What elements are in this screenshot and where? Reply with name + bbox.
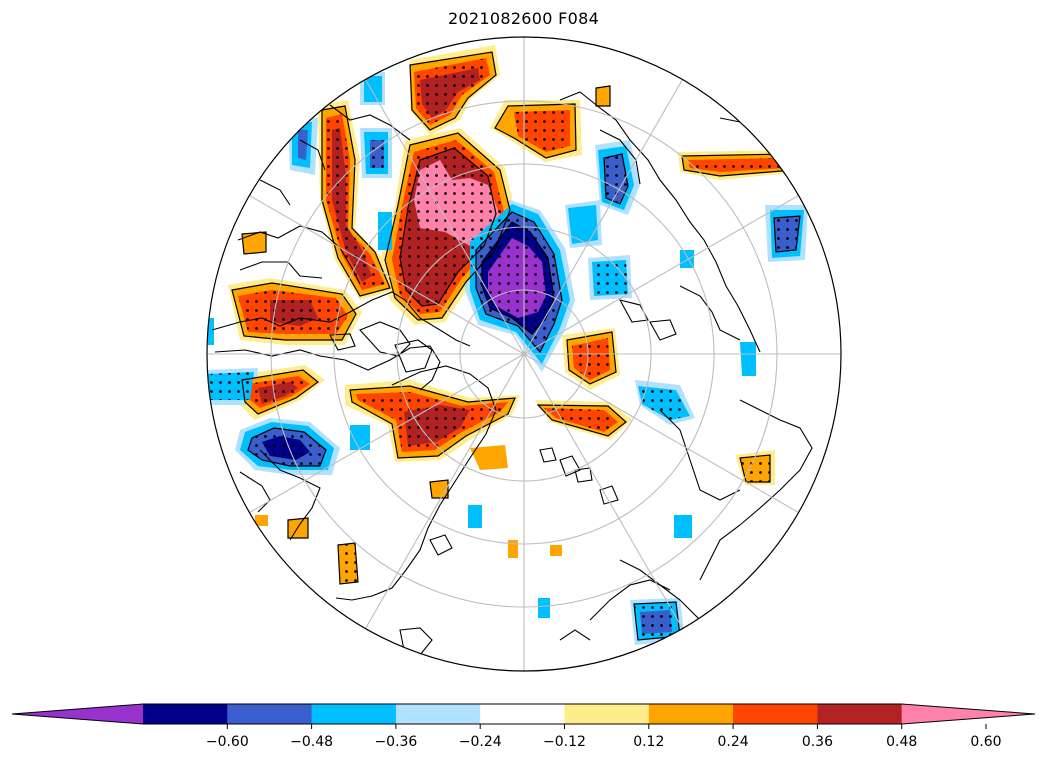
colorbar-bin	[12, 704, 143, 724]
lat-lon-gridlines	[207, 37, 841, 671]
colorbar-tick-label: −0.36	[374, 734, 417, 750]
colorbar-tick-label: 0.24	[718, 734, 749, 750]
colorbar-tick-label: −0.60	[206, 734, 249, 750]
polar-map	[206, 36, 842, 672]
colorbar-bin	[564, 704, 650, 724]
colorbar-bin	[901, 704, 1035, 724]
colorbar-bin	[480, 704, 566, 724]
significance-stippling	[208, 58, 800, 640]
colorbar-tick-label: 0.48	[886, 734, 917, 750]
colorbar: −0.60 −0.48 −0.36 −0.24 −0.12 0.12 0.24 0.36 0.4…	[11, 703, 1036, 750]
colorbar-outline	[11, 703, 1036, 725]
colorbar-tick-label: −0.12	[543, 734, 586, 750]
colorbar-bin	[395, 704, 481, 724]
map-title: 2021082600 F084	[447, 9, 600, 28]
colorbar-bin	[817, 704, 903, 724]
colorbar-tick-label: 0.36	[802, 734, 833, 750]
colorbar-tick-label: 0.60	[970, 734, 1001, 750]
colorbar-bin	[311, 704, 397, 724]
colorbar-bin	[143, 704, 228, 724]
colorbar-tick-label: −0.48	[290, 734, 333, 750]
anomaly-contours	[231, 51, 801, 641]
colorbar-bin	[648, 704, 734, 724]
colorbar-bin	[227, 704, 313, 724]
colorbar-tick-label: −0.24	[459, 734, 502, 750]
colorbar-bin	[733, 704, 818, 724]
map-boundary	[206, 36, 842, 672]
colorbar-tick-label: 0.12	[633, 734, 664, 750]
